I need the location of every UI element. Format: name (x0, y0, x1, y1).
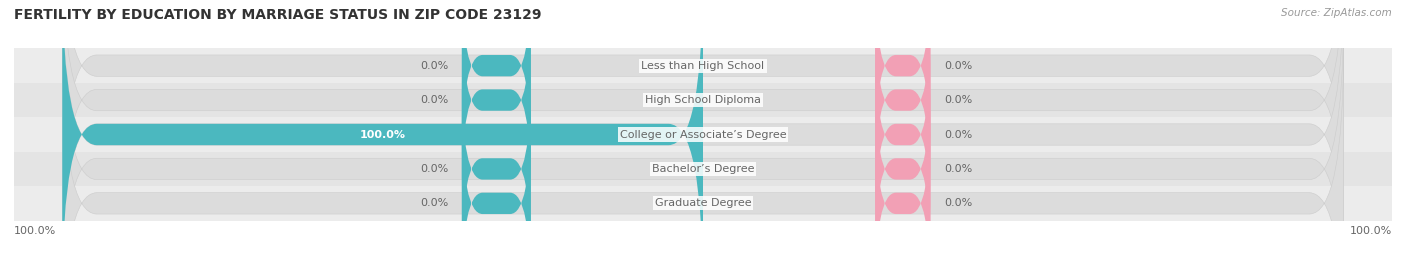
Bar (14, 186, 1392, 221)
FancyBboxPatch shape (875, 76, 931, 261)
Text: Bachelor’s Degree: Bachelor’s Degree (652, 164, 754, 174)
FancyBboxPatch shape (62, 0, 1344, 227)
Text: Graduate Degree: Graduate Degree (655, 198, 751, 208)
FancyBboxPatch shape (62, 8, 1344, 269)
Text: 100.0%: 100.0% (14, 226, 56, 236)
Text: 0.0%: 0.0% (420, 164, 449, 174)
Text: 100.0%: 100.0% (1350, 226, 1392, 236)
Text: High School Diploma: High School Diploma (645, 95, 761, 105)
Bar (14, 48, 1392, 83)
Bar (14, 83, 1392, 117)
FancyBboxPatch shape (62, 0, 1344, 261)
Text: Source: ZipAtlas.com: Source: ZipAtlas.com (1281, 8, 1392, 18)
FancyBboxPatch shape (461, 76, 531, 261)
Text: 0.0%: 0.0% (945, 198, 973, 208)
Bar (14, 117, 1392, 152)
Text: Less than High School: Less than High School (641, 61, 765, 71)
Text: 0.0%: 0.0% (420, 95, 449, 105)
Bar (14, 152, 1392, 186)
Legend: Married, Unmarried: Married, Unmarried (619, 264, 787, 269)
Text: 0.0%: 0.0% (945, 164, 973, 174)
FancyBboxPatch shape (875, 42, 931, 227)
FancyBboxPatch shape (875, 111, 931, 269)
FancyBboxPatch shape (62, 0, 1344, 269)
Text: 0.0%: 0.0% (420, 61, 449, 71)
FancyBboxPatch shape (62, 42, 1344, 269)
FancyBboxPatch shape (461, 0, 531, 158)
Text: 0.0%: 0.0% (945, 61, 973, 71)
Text: 100.0%: 100.0% (360, 129, 406, 140)
Text: 0.0%: 0.0% (945, 95, 973, 105)
FancyBboxPatch shape (461, 8, 531, 193)
Text: College or Associate’s Degree: College or Associate’s Degree (620, 129, 786, 140)
Text: FERTILITY BY EDUCATION BY MARRIAGE STATUS IN ZIP CODE 23129: FERTILITY BY EDUCATION BY MARRIAGE STATU… (14, 8, 541, 22)
FancyBboxPatch shape (62, 0, 703, 269)
Text: 0.0%: 0.0% (420, 198, 449, 208)
Text: 0.0%: 0.0% (945, 129, 973, 140)
FancyBboxPatch shape (875, 8, 931, 193)
FancyBboxPatch shape (461, 111, 531, 269)
FancyBboxPatch shape (875, 0, 931, 158)
